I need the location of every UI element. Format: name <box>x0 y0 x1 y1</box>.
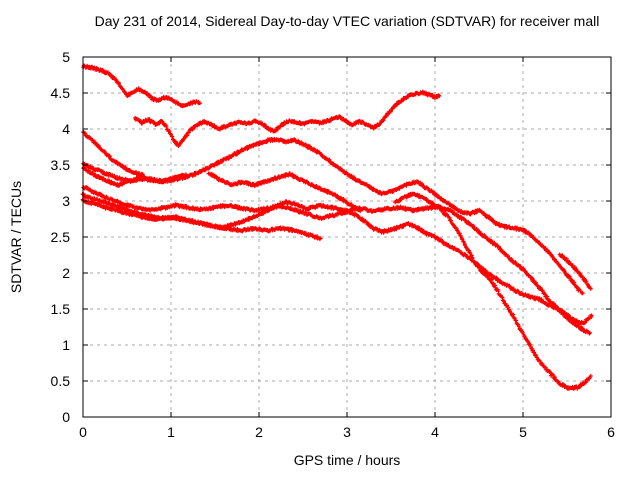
y-tick-label: 0 <box>62 409 70 425</box>
x-tick-label: 5 <box>519 424 527 440</box>
x-axis-label: GPS time / hours <box>293 452 401 468</box>
y-tick-label: 4.5 <box>50 85 70 101</box>
y-tick-label: 3.5 <box>50 157 70 173</box>
x-tick-label: 3 <box>343 424 351 440</box>
y-tick-label: 3 <box>62 193 70 209</box>
series-trace-6 <box>81 185 594 326</box>
y-tick-label: 0.5 <box>50 373 70 389</box>
y-tick-label: 1 <box>62 337 70 353</box>
x-tick-label: 6 <box>607 424 615 440</box>
y-tick-label: 2.5 <box>50 229 70 245</box>
x-tick-label: 0 <box>79 424 87 440</box>
series-trace-11 <box>206 171 363 214</box>
y-tick-label: 2 <box>62 265 70 281</box>
series-trace-9 <box>393 191 593 391</box>
x-tick-label: 2 <box>255 424 263 440</box>
x-tick-label: 4 <box>431 424 439 440</box>
y-tick-label: 4 <box>62 121 70 137</box>
chart-title: Day 231 of 2014, Sidereal Day-to-day VTE… <box>94 13 600 29</box>
y-tick-label: 1.5 <box>50 301 70 317</box>
x-tick-label: 1 <box>167 424 175 440</box>
series-trace-10 <box>557 252 593 291</box>
series-trace-1 <box>81 63 202 109</box>
y-tick-label: 5 <box>62 49 70 65</box>
series-trace-2 <box>133 89 442 149</box>
